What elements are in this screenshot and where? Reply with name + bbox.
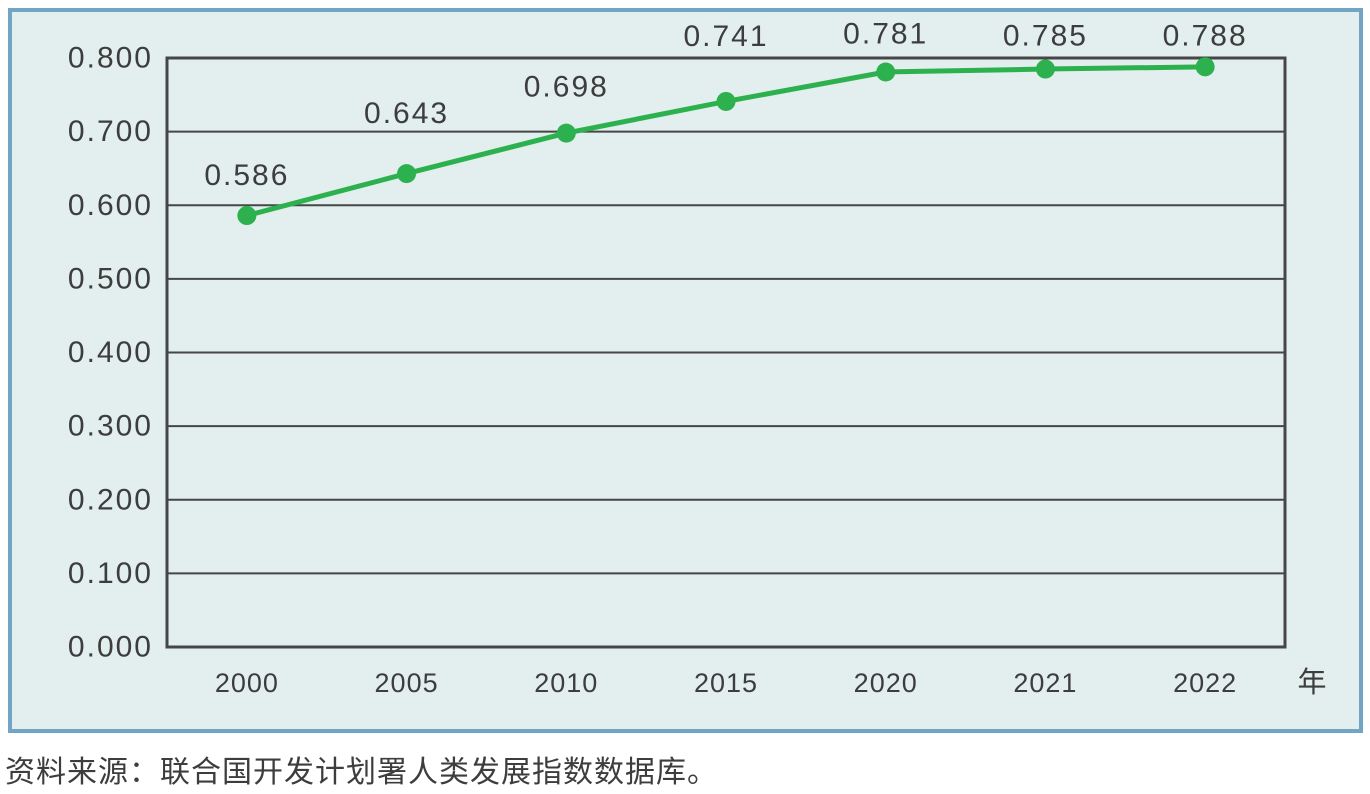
- series-line: [244, 64, 1208, 219]
- y-tick-label: 0.200: [68, 483, 153, 516]
- data-label: 0.586: [204, 159, 289, 192]
- data-label: 0.785: [1003, 20, 1088, 53]
- data-label: 0.781: [843, 17, 928, 50]
- x-axis-unit-label: 年: [1297, 666, 1326, 699]
- y-tick-label: 0.800: [68, 42, 153, 75]
- data-point: [397, 164, 417, 184]
- x-tick-label: 2000: [215, 668, 279, 698]
- data-label: 0.741: [683, 20, 768, 53]
- data-label: 0.698: [524, 71, 609, 104]
- y-tick-label: 0.100: [68, 557, 153, 590]
- x-tick-label: 2015: [694, 668, 758, 698]
- y-tick-label: 0.000: [68, 631, 153, 664]
- data-label: 0.788: [1163, 19, 1248, 52]
- y-tick-label: 0.300: [68, 410, 153, 443]
- data-point: [716, 91, 736, 111]
- data-point: [1195, 57, 1215, 77]
- data-point: [556, 123, 576, 143]
- x-tick-label: 2021: [1013, 668, 1077, 698]
- y-tick-label: 0.500: [68, 262, 153, 295]
- hdi-line-chart: 0.000 0.100 0.200 0.300 0.400 0.500 0.600 0.700…: [68, 17, 1327, 699]
- y-tick-label: 0.700: [68, 115, 153, 148]
- data-label: 0.643: [364, 97, 449, 130]
- y-tick-label: 0.400: [68, 336, 153, 369]
- x-tick-label: 2005: [375, 668, 439, 698]
- plot-box: [165, 56, 1287, 649]
- x-tick-label: 2022: [1173, 668, 1237, 698]
- chart-panel: 0.000 0.100 0.200 0.300 0.400 0.500 0.600 0.700…: [8, 8, 1363, 733]
- source-note: 资料来源：联合国开发计划署人类发展指数数据库。: [5, 756, 718, 789]
- x-tick-label: 2010: [534, 668, 598, 698]
- data-point: [876, 62, 896, 82]
- y-tick-label: 0.600: [68, 189, 153, 222]
- data-point: [237, 206, 257, 226]
- x-tick-label: 2020: [854, 668, 918, 698]
- data-point: [1035, 59, 1055, 79]
